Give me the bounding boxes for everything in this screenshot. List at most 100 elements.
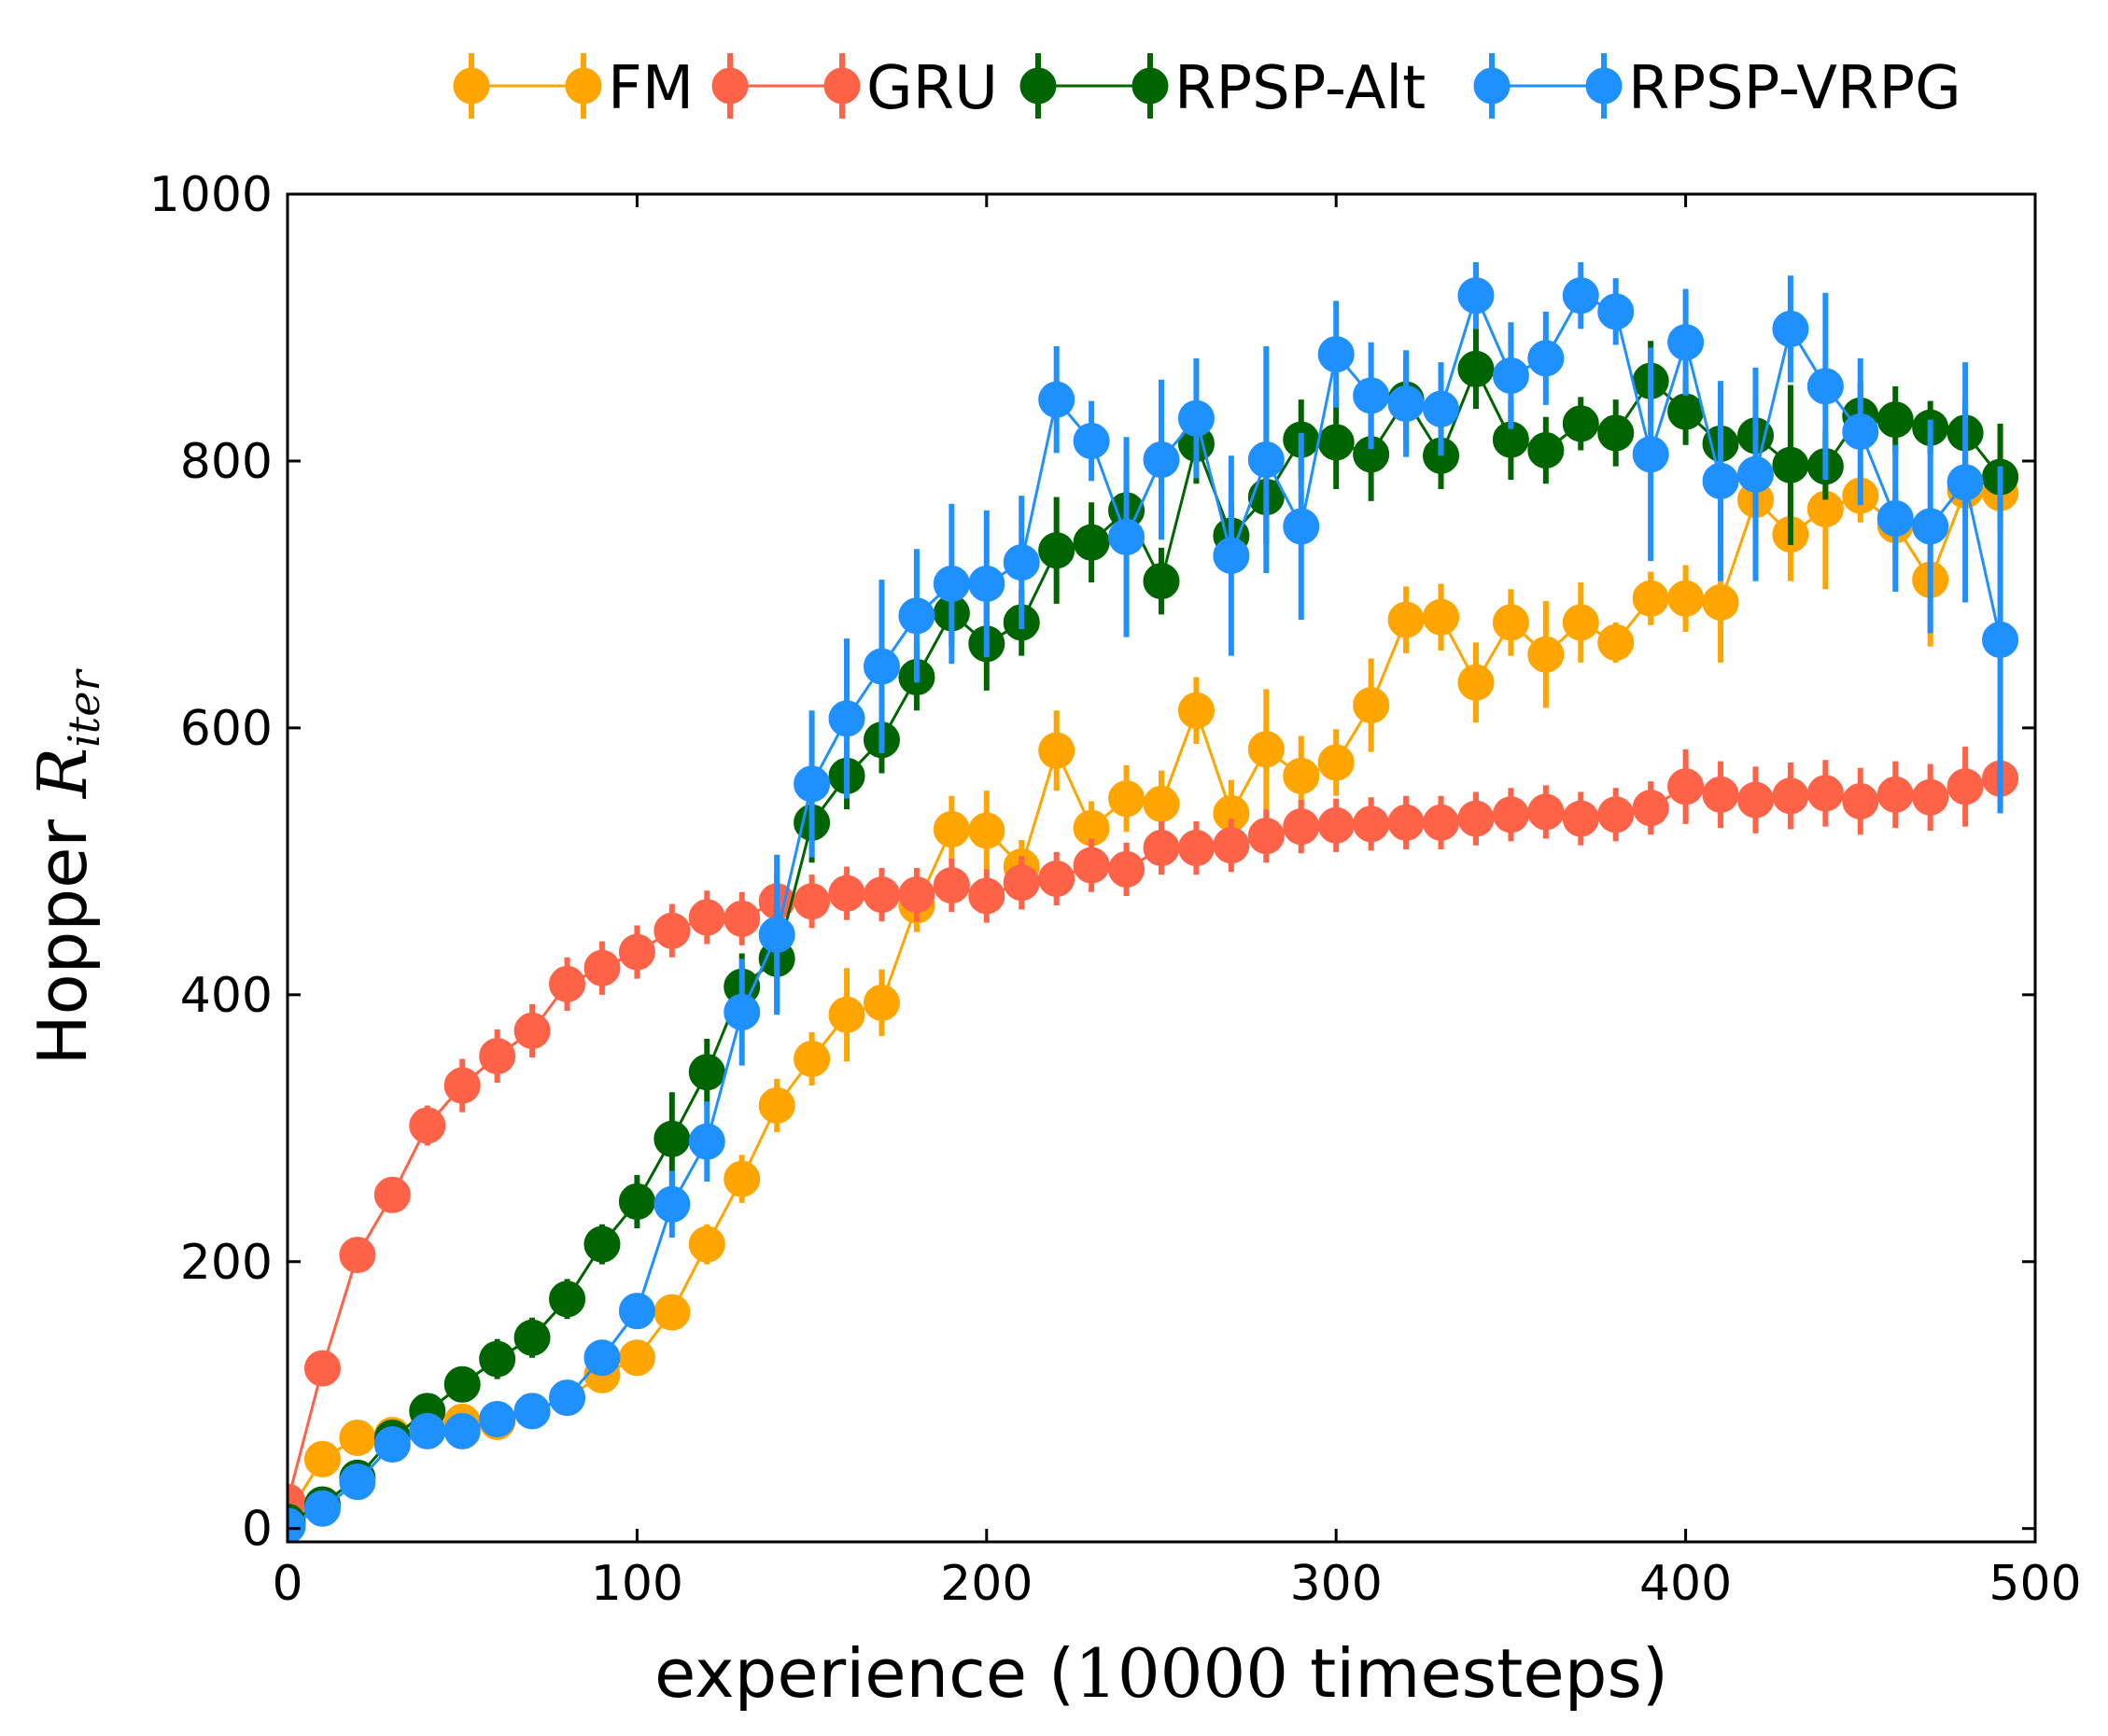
data-point-rpsp-alt — [583, 1225, 621, 1263]
x-axis-title: experience (10000 timesteps) — [654, 1634, 1668, 1713]
legend-marker-gru — [823, 67, 861, 105]
data-point-fm — [1353, 687, 1390, 724]
data-point-rpsp-vrpg — [549, 1379, 586, 1417]
data-point-rpsp-vrpg — [618, 1293, 655, 1330]
data-point-gru — [1772, 777, 1809, 815]
legend-label-gru: GRU — [866, 54, 998, 123]
data-point-gru — [968, 877, 1005, 915]
data-point-rpsp-vrpg — [653, 1185, 691, 1223]
data-point-gru — [303, 1350, 341, 1387]
data-point-gru — [1597, 796, 1635, 833]
plot-marks — [288, 261, 2019, 1542]
legend-marker-fm — [565, 67, 602, 105]
data-point-gru — [1003, 864, 1040, 902]
x-tick-label: 100 — [591, 1556, 683, 1612]
data-point-gru — [1177, 830, 1215, 867]
data-point-fm — [758, 1086, 795, 1124]
data-point-fm — [688, 1225, 725, 1263]
data-point-rpsp-vrpg — [443, 1412, 481, 1449]
axis-ticks: 0 100 200 300 400 500 0 200 400 600 800 1000 — [149, 167, 2082, 1612]
data-point-rpsp-vrpg — [933, 565, 970, 602]
data-point-rpsp-vrpg — [1982, 622, 2019, 659]
data-point-rpsp-alt — [1073, 524, 1110, 561]
data-point-rpsp-vrpg — [1527, 340, 1565, 377]
data-point-rpsp-vrpg — [1317, 336, 1355, 373]
x-tick-label: 300 — [1290, 1556, 1383, 1612]
x-tick-label: 200 — [940, 1556, 1033, 1612]
y-tick-label: 800 — [180, 434, 273, 490]
y-tick-label: 0 — [242, 1502, 273, 1558]
data-point-gru — [1736, 781, 1774, 819]
data-point-rpsp-vrpg — [1946, 464, 1984, 501]
legend-label-rpsp-alt: RPSP-Alt — [1174, 54, 1426, 123]
data-point-fm — [303, 1440, 341, 1477]
series-line-fm — [288, 488, 2001, 1517]
data-point-fm — [653, 1294, 691, 1331]
data-point-rpsp-vrpg — [1806, 368, 1844, 405]
data-point-rpsp-vrpg — [1247, 441, 1285, 479]
data-point-gru — [1108, 850, 1145, 888]
data-point-rpsp-vrpg — [373, 1426, 411, 1463]
data-point-fm — [1387, 601, 1425, 638]
data-point-gru — [549, 965, 586, 1002]
data-point-rpsp-vrpg — [1177, 399, 1215, 437]
legend-label-rpsp-vrpg: RPSP-VRPG — [1628, 54, 1961, 123]
data-point-gru — [1247, 818, 1285, 855]
data-point-fm — [1143, 785, 1180, 822]
data-point-gru — [1842, 783, 1879, 820]
data-point-fm — [1108, 780, 1145, 818]
data-point-fm — [933, 811, 970, 848]
data-point-fm — [828, 996, 865, 1033]
data-point-rpsp-vrpg — [863, 648, 900, 685]
data-point-rpsp-vrpg — [479, 1400, 516, 1437]
legend-label-fm: FM — [608, 54, 694, 123]
data-point-gru — [1876, 776, 1914, 813]
data-point-rpsp-vrpg — [1073, 422, 1110, 459]
data-point-fm — [1702, 583, 1739, 621]
data-point-rpsp-alt — [1876, 401, 1914, 439]
data-point-gru — [618, 933, 655, 971]
data-point-gru — [409, 1107, 446, 1144]
x-tick-label: 0 — [272, 1556, 302, 1612]
data-point-gru — [1283, 808, 1320, 846]
plot-frame — [286, 192, 2037, 1544]
data-point-rpsp-vrpg — [1702, 462, 1739, 499]
data-point-rpsp-vrpg — [1876, 499, 1914, 537]
data-point-rpsp-alt — [479, 1340, 516, 1378]
data-point-fm — [1527, 636, 1565, 673]
data-point-rpsp-vrpg — [758, 916, 795, 953]
data-point-fm — [794, 1040, 831, 1077]
data-point-gru — [1527, 793, 1565, 831]
data-point-rpsp-vrpg — [724, 993, 761, 1030]
series-gru — [288, 745, 2019, 1520]
data-point-gru — [513, 1012, 551, 1049]
data-point-fm — [618, 1339, 655, 1377]
data-point-fm — [863, 984, 900, 1021]
data-point-rpsp-vrpg — [1667, 324, 1705, 361]
data-point-rpsp-alt — [1317, 424, 1355, 461]
data-point-rpsp-vrpg — [1597, 293, 1635, 330]
data-point-rpsp-alt — [1143, 563, 1180, 600]
data-point-rpsp-vrpg — [898, 597, 935, 635]
data-point-rpsp-vrpg — [1283, 508, 1320, 545]
data-point-fm — [1317, 744, 1355, 781]
data-point-rpsp-vrpg — [1562, 277, 1599, 315]
data-point-rpsp-alt — [1457, 350, 1495, 387]
data-point-gru — [653, 912, 691, 949]
data-point-rpsp-vrpg — [583, 1339, 621, 1377]
data-point-fm — [1492, 604, 1529, 641]
data-point-gru — [339, 1237, 376, 1274]
data-point-fm — [1247, 731, 1285, 768]
data-point-fm — [1423, 598, 1460, 636]
data-point-fm — [1283, 757, 1320, 794]
data-point-rpsp-alt — [1527, 432, 1565, 469]
y-tick-label: 1000 — [149, 167, 273, 223]
y-axis-title-subscript: iter — [59, 667, 109, 747]
data-point-rpsp-vrpg — [1492, 357, 1529, 394]
legend-marker-rpsp-alt — [1131, 67, 1169, 105]
x-axis-title-prefix: experience ( — [654, 1634, 1075, 1713]
data-point-gru — [1632, 790, 1669, 827]
x-axis-title-math: 10000 — [1075, 1634, 1288, 1713]
data-point-gru — [1667, 768, 1705, 805]
